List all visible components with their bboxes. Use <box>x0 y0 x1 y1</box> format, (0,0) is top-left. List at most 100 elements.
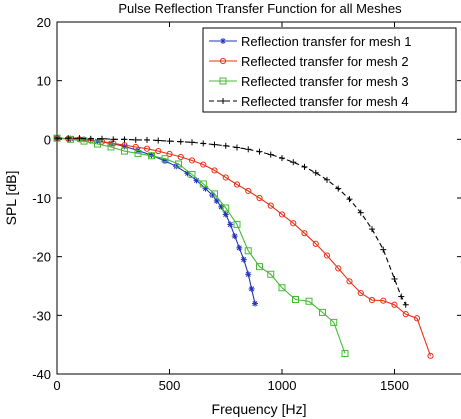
series-4-point <box>121 136 128 143</box>
series-4-point <box>144 136 150 143</box>
series-1-point <box>240 256 247 263</box>
series-4-point <box>177 138 184 145</box>
series-3-point <box>341 349 349 357</box>
series-1-point <box>231 233 238 240</box>
series-2-point <box>413 315 421 322</box>
series-4-point <box>87 135 94 142</box>
series-4 <box>54 135 409 308</box>
series-4-point <box>391 275 398 282</box>
series-4-point <box>312 169 319 176</box>
y-tick-label: -20 <box>32 250 51 265</box>
series-2-point <box>166 150 173 158</box>
series-1-point <box>213 197 220 204</box>
series-1-point <box>252 300 258 307</box>
series-1-point <box>173 163 180 170</box>
series-3-point <box>148 152 155 160</box>
legend-item-2: Reflected transfer for mesh 2 <box>209 54 409 69</box>
series-4-point <box>301 163 308 170</box>
series-4-point <box>245 146 252 153</box>
series-4-point <box>335 185 342 192</box>
x-axis-title: Frequency [Hz] <box>212 401 307 417</box>
series-3-point <box>278 284 286 292</box>
axis-ticks: 0 500 1000 1500 -40 -30 -20 -10 0 10 20 <box>32 15 461 393</box>
legend-item-1: Reflection transfer for mesh 1 <box>209 34 412 49</box>
series-4-point <box>65 135 72 142</box>
legend: Reflection transfer for mesh 1 Reflected … <box>202 27 457 113</box>
series-2-point <box>245 187 252 195</box>
series-2-point <box>222 174 229 181</box>
series-3-point <box>188 171 196 179</box>
series-4-point <box>369 226 375 233</box>
series-3-point <box>330 318 338 326</box>
series-3-point <box>121 147 128 155</box>
y-tick-label: -30 <box>32 308 51 323</box>
series-2-line <box>56 137 432 356</box>
series-2-point <box>427 352 434 359</box>
series-2-point <box>323 252 331 259</box>
legend-box <box>202 27 457 113</box>
series-2-point <box>188 157 196 164</box>
series-3-point <box>267 270 275 278</box>
series-2-point <box>312 240 319 247</box>
series-2-point <box>177 153 184 161</box>
series-3-point <box>305 297 313 305</box>
legend-marker <box>219 77 227 85</box>
x-tick-label: 500 <box>159 378 181 393</box>
y-axis-title: SPL [dB] <box>3 171 19 226</box>
series-2-point <box>368 296 376 304</box>
series-4-point <box>222 142 229 149</box>
series-4-point <box>200 140 207 147</box>
series-2-point <box>278 211 286 218</box>
series-1-point <box>227 221 234 228</box>
series-4-point <box>155 137 162 144</box>
series-3-point <box>292 295 299 303</box>
y-tick-label: -10 <box>32 191 51 206</box>
series-4-point <box>110 136 117 143</box>
series-2-point <box>402 311 409 318</box>
series-1-point <box>245 271 252 278</box>
series-2-point <box>155 147 162 155</box>
series-3-point <box>222 204 230 212</box>
series-2-point <box>200 161 207 168</box>
series-layer <box>53 134 434 359</box>
chart-title: Pulse Reflection Transfer Function for a… <box>118 1 402 16</box>
legend-item-3: Reflected transfer for mesh 3 <box>209 74 409 89</box>
series-4-point <box>398 293 405 300</box>
series-2-point <box>301 230 308 237</box>
series-2-point <box>143 145 151 152</box>
series-3-point <box>134 149 142 157</box>
y-tick-label: 10 <box>37 74 51 89</box>
series-4-point <box>402 301 409 308</box>
series-2-point <box>211 167 218 174</box>
x-tick-label: 1500 <box>380 378 409 393</box>
series-3-point <box>107 143 115 151</box>
series-2-point <box>233 181 241 188</box>
series-2-point <box>357 289 364 297</box>
series-4-point <box>211 141 218 148</box>
series-3-point <box>256 263 263 271</box>
series-2-point <box>256 194 263 202</box>
x-tick-label: 1000 <box>268 378 297 393</box>
series-2-point <box>391 301 398 308</box>
legend-marker <box>220 38 226 44</box>
series-4-point <box>132 136 139 143</box>
series-4-point <box>54 135 60 142</box>
series-4-point <box>290 159 297 166</box>
y-tick-label: 0 <box>44 132 51 147</box>
series-2-point <box>267 202 274 209</box>
legend-marker <box>220 98 226 104</box>
series-3-line <box>56 137 346 354</box>
series-4-point <box>267 151 274 158</box>
series-1-point <box>248 285 255 292</box>
series-4-point <box>99 135 105 142</box>
series-3-point <box>67 135 74 143</box>
series-4-point <box>234 144 240 151</box>
series-3-point <box>94 140 101 148</box>
y-tick-label: 20 <box>37 15 51 30</box>
x-tick-label: 0 <box>53 378 60 393</box>
legend-label: Reflected transfer for mesh 4 <box>241 94 409 109</box>
series-1-point <box>236 244 243 251</box>
series-2-point <box>335 265 342 272</box>
legend-label: Reflected transfer for mesh 3 <box>241 74 409 89</box>
series-2-point <box>290 220 297 227</box>
